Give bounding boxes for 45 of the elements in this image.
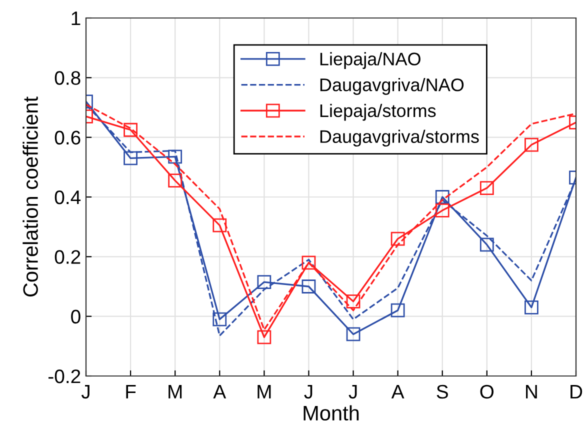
point — [212, 312, 227, 326]
point — [346, 294, 360, 308]
y-tick-label: 0.6 — [54, 130, 80, 145]
point — [435, 203, 450, 218]
point — [390, 232, 405, 246]
x-tick-label: A — [213, 385, 226, 398]
point — [480, 238, 494, 252]
y-tick-label: 0.4 — [54, 190, 81, 204]
point — [435, 190, 450, 204]
point — [257, 330, 272, 344]
legend-label: Daugavgriva/storms — [320, 130, 479, 147]
y-tick-label: 0 — [71, 310, 80, 324]
x-tick-label: F — [126, 385, 136, 398]
y-tick-label: 0.2 — [54, 250, 80, 264]
legend-label: Liepaja/storms — [320, 104, 436, 121]
legend-label: Liepaja/NAO — [320, 52, 420, 69]
x-tick-label: A — [391, 385, 404, 398]
x-tick-label: O — [480, 384, 494, 399]
x-tick-label: S — [436, 384, 448, 399]
x-tick-label: D — [570, 385, 582, 398]
point — [346, 327, 360, 342]
point — [480, 181, 494, 195]
x-tick-label: J — [81, 385, 90, 399]
point — [390, 303, 405, 318]
x-tick-label: M — [168, 385, 182, 398]
y-tick-label: -0.2 — [48, 369, 80, 384]
legend-label: Daugavgriva/NAO — [320, 78, 464, 95]
point — [302, 280, 316, 294]
y-tick-label: 0.8 — [54, 71, 80, 85]
x-tick-label: J — [304, 385, 312, 399]
y-tick-label: 1 — [72, 12, 80, 26]
x-tick-label: M — [258, 385, 271, 398]
point — [302, 256, 316, 270]
x-tick-label: N — [526, 385, 537, 398]
x-axis-title: Month — [304, 405, 359, 421]
point — [212, 218, 227, 232]
point — [524, 300, 538, 314]
point — [168, 150, 182, 164]
point — [124, 151, 138, 166]
point — [124, 122, 138, 137]
point — [168, 174, 182, 188]
y-axis-title: Correlation coefficient — [22, 96, 38, 296]
point — [524, 138, 538, 152]
point — [257, 275, 272, 289]
x-tick-label: J — [348, 385, 357, 399]
